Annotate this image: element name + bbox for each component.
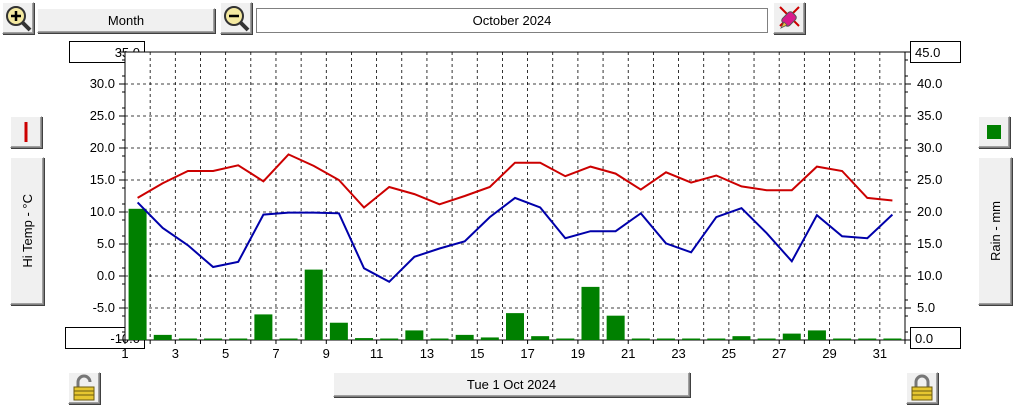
rain-bar — [254, 314, 273, 340]
right-tick-label: 5.0 — [917, 300, 935, 315]
x-tick-label: 25 — [722, 346, 736, 361]
rain-bar — [858, 338, 877, 340]
rain-bar — [682, 338, 701, 340]
rain-bar — [480, 337, 499, 340]
rain-bar — [807, 330, 826, 340]
rain-bar — [556, 338, 575, 340]
rain-series-button[interactable] — [978, 116, 1010, 148]
hi-temp-line-icon — [24, 122, 28, 142]
period-selector[interactable]: Month — [37, 8, 215, 33]
lo-temp-line — [136, 196, 894, 284]
rain-bar — [455, 334, 474, 340]
right-axis-min-value: 0.0 — [915, 330, 934, 346]
zoom-out-icon — [224, 6, 250, 32]
left-tick-label: 30.0 — [90, 76, 115, 91]
rain-bar — [355, 338, 374, 340]
zoom-in-icon — [6, 6, 32, 32]
rain-bar — [581, 286, 600, 340]
rain-bar — [229, 338, 248, 340]
right-tick-label: 20.0 — [917, 204, 942, 219]
left-tick-label: 5.0 — [97, 236, 115, 251]
pen-button[interactable] — [773, 2, 805, 34]
x-tick-label: 21 — [621, 346, 635, 361]
x-tick-label: 27 — [772, 346, 786, 361]
date-display[interactable]: October 2024 — [256, 8, 768, 33]
rain-bar — [178, 338, 197, 340]
right-axis-max[interactable]: 45.0 — [910, 41, 961, 63]
rain-bar — [506, 313, 524, 340]
right-tick-label: 25.0 — [917, 172, 942, 187]
rain-bar — [833, 338, 852, 340]
right-tick-label: 10.0 — [917, 268, 942, 283]
right-axis-max-value: 45.0 — [915, 44, 941, 60]
pen-icon — [779, 6, 800, 29]
x-tick-label: 15 — [470, 346, 484, 361]
rain-bar — [304, 269, 323, 340]
left-axis-title-button[interactable]: Hi Temp - °C — [10, 157, 44, 305]
x-tick-label: 23 — [671, 346, 685, 361]
selected-date-button[interactable]: Tue 1 Oct 2024 — [333, 372, 690, 397]
rain-bar — [531, 336, 550, 340]
left-tick-label: 0.0 — [97, 268, 115, 283]
rain-bar — [279, 338, 298, 340]
zoom-in-button[interactable] — [2, 2, 34, 34]
rain-bar-icon — [987, 125, 1001, 139]
left-tick-label: 10.0 — [90, 204, 115, 219]
right-tick-label: 15.0 — [917, 236, 942, 251]
right-tick-label: 30.0 — [917, 140, 942, 155]
right-lock-button[interactable] — [906, 372, 938, 404]
x-tick-label: 5 — [222, 346, 229, 361]
x-tick-label: 7 — [272, 346, 279, 361]
selected-date-label: Tue 1 Oct 2024 — [466, 377, 557, 392]
locked-padlock-icon — [911, 374, 933, 401]
x-tick-label: 1 — [121, 346, 128, 361]
rain-bar — [707, 338, 726, 340]
x-tick-label: 19 — [571, 346, 585, 361]
rain-bar — [430, 338, 449, 340]
x-tick-label: 11 — [370, 346, 384, 361]
x-tick-label: 29 — [822, 346, 836, 361]
rain-bar — [782, 333, 801, 340]
hi-temp-series-button[interactable] — [10, 116, 42, 148]
rain-bar — [405, 330, 424, 340]
rain-bar — [732, 336, 751, 340]
unlocked-padlock-icon — [73, 374, 95, 401]
rain-bar — [631, 338, 650, 340]
x-tick-label: 9 — [323, 346, 330, 361]
left-tick-label: 15.0 — [90, 172, 115, 187]
rain-bar — [153, 334, 172, 340]
right-tick-label: 35.0 — [917, 108, 942, 123]
x-tick-label: 3 — [172, 346, 179, 361]
hi-temp-line — [137, 153, 893, 209]
rain-bar — [606, 315, 625, 340]
left-lock-button[interactable] — [68, 372, 100, 404]
rain-bar — [380, 338, 399, 340]
rain-bar — [204, 338, 223, 340]
zoom-out-button[interactable] — [220, 2, 252, 34]
left-tick-label: -5.0 — [93, 300, 115, 315]
x-tick-label: 31 — [873, 346, 887, 361]
rain-bar — [128, 208, 147, 340]
x-tick-label: 13 — [420, 346, 434, 361]
left-tick-label: 25.0 — [90, 108, 115, 123]
right-axis-min[interactable]: 0.0 — [910, 327, 961, 349]
rain-bar — [329, 322, 348, 340]
rain-bar — [656, 338, 675, 340]
rain-bar — [883, 338, 902, 340]
right-tick-label: 40.0 — [917, 76, 942, 91]
right-axis-title-button[interactable]: Rain - mm — [978, 157, 1012, 305]
plot-area — [124, 51, 906, 341]
x-tick-label: 17 — [520, 346, 534, 361]
date-label: October 2024 — [472, 13, 552, 28]
rain-bar — [757, 338, 776, 340]
left-tick-label: 20.0 — [90, 140, 115, 155]
period-label: Month — [107, 13, 145, 28]
